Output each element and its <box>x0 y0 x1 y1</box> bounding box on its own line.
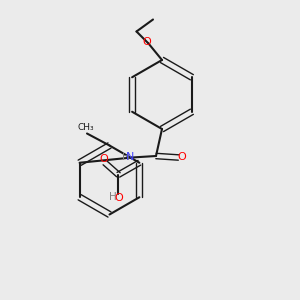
Text: O: O <box>178 152 187 163</box>
Text: O: O <box>99 154 108 164</box>
Text: O: O <box>142 37 152 47</box>
Text: N: N <box>126 152 135 163</box>
Text: O: O <box>114 193 123 203</box>
Text: H: H <box>122 152 129 163</box>
Text: CH₃: CH₃ <box>77 123 94 132</box>
Text: H: H <box>109 192 117 202</box>
